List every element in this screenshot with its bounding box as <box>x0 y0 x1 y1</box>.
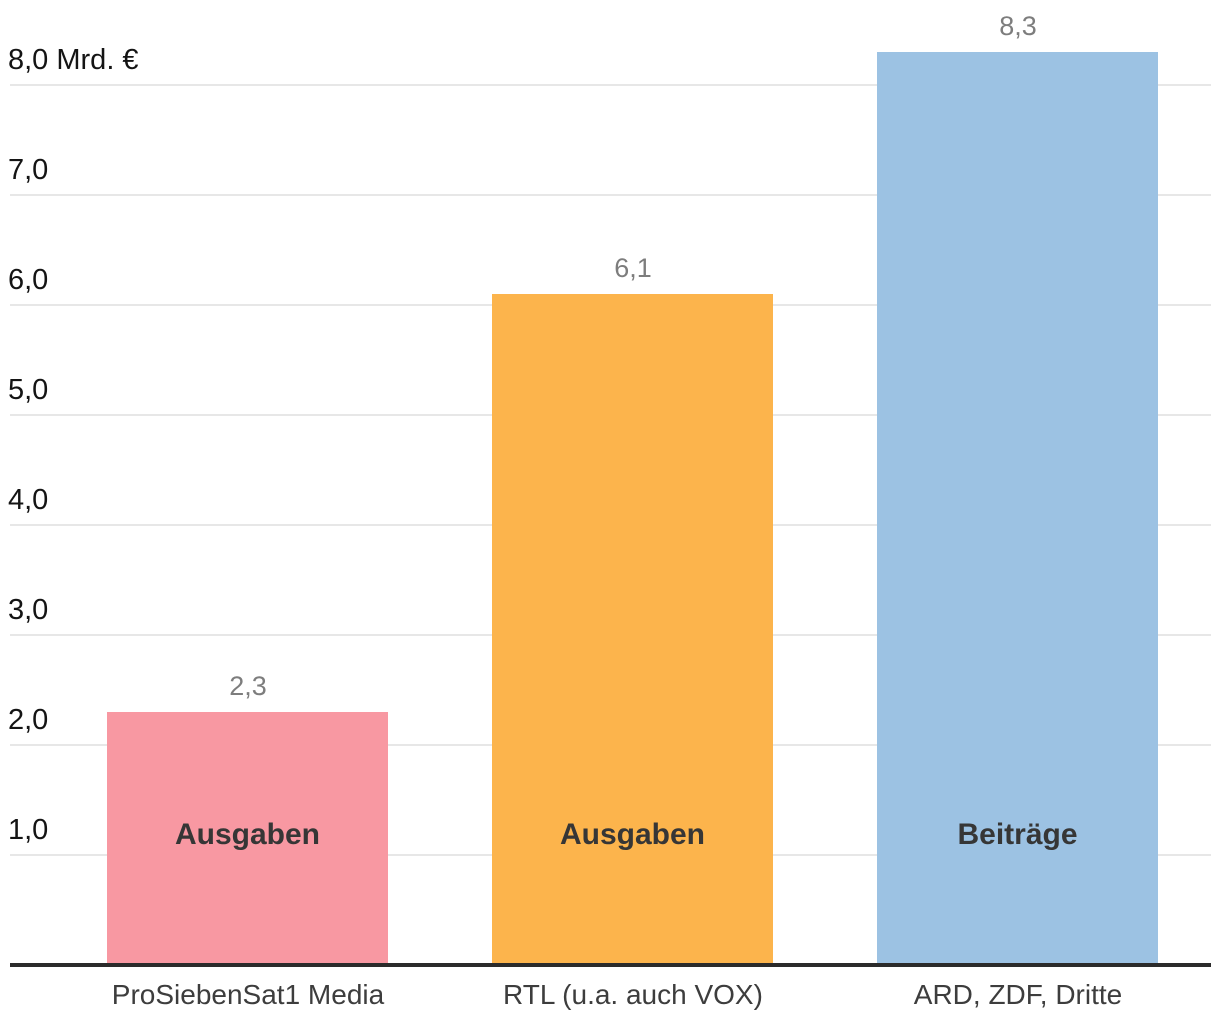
category-label: RTL (u.a. auch VOX) <box>503 979 763 1010</box>
y-axis-tick-label: 3,0 <box>8 594 49 626</box>
y-axis-tick-label: 5,0 <box>8 374 49 406</box>
category-label: ProSiebenSat1 Media <box>111 979 385 1010</box>
bar-value-label: 6,1 <box>614 253 652 283</box>
x-axis-line <box>10 963 1211 967</box>
bar-inner-label: Ausgaben <box>559 818 706 851</box>
bar <box>107 712 388 965</box>
y-axis-tick-label: 7,0 <box>8 154 49 186</box>
y-axis-tick-label: 8,0 Mrd. € <box>8 44 139 76</box>
bar-inner-label: Beiträge <box>957 818 1078 851</box>
category-label: ARD, ZDF, Dritte <box>913 979 1123 1010</box>
bar-inner-label: Ausgaben <box>174 818 321 851</box>
y-axis-tick-label: 4,0 <box>8 484 49 516</box>
y-axis-tick-label: 2,0 <box>8 704 49 736</box>
bar-value-label: 8,3 <box>999 11 1037 41</box>
y-axis-tick-label: 1,0 <box>8 814 49 846</box>
gridline <box>10 84 1211 86</box>
bar <box>492 294 773 965</box>
bar <box>877 52 1158 965</box>
gridline <box>10 194 1211 196</box>
bar-value-label: 2,3 <box>229 671 267 701</box>
y-axis-tick-label: 6,0 <box>8 264 49 296</box>
